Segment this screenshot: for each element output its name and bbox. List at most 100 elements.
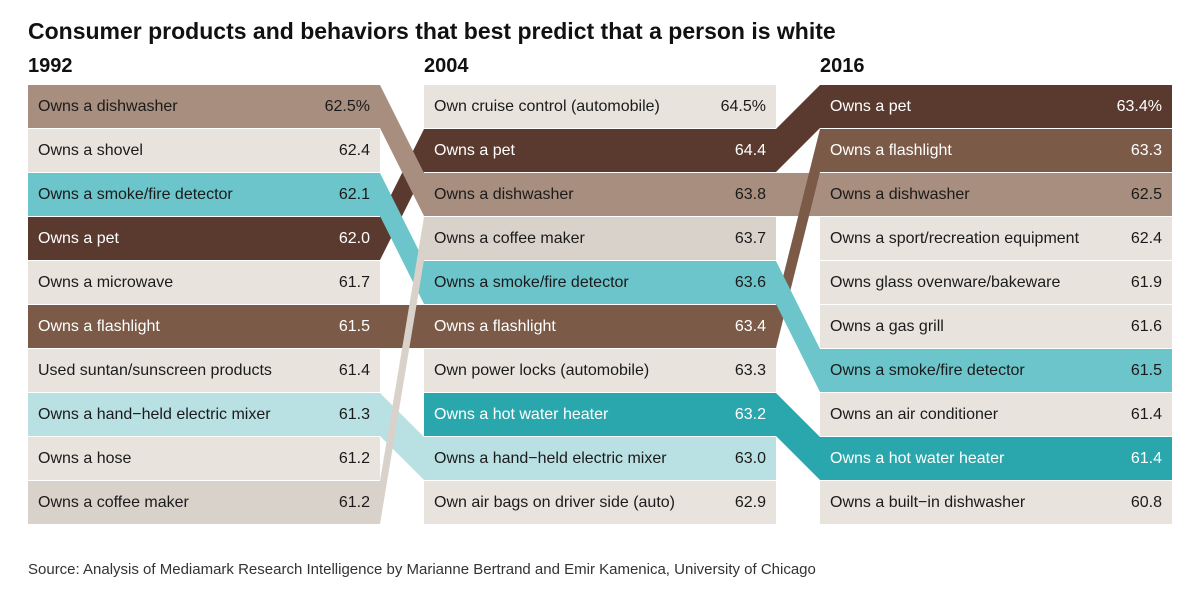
- row-value: 61.3: [331, 406, 370, 424]
- rank-row: Owns a smoke/fire detector61.5: [820, 349, 1172, 393]
- row-label: Owns a sport/recreation equipment: [830, 230, 1123, 248]
- row-value: 64.4: [727, 142, 766, 160]
- rank-row: Owns a smoke/fire detector62.1: [28, 173, 380, 217]
- source-note: Source: Analysis of Mediamark Research I…: [28, 561, 816, 578]
- row-label: Own cruise control (automobile): [434, 98, 713, 116]
- row-label: Owns a hot water heater: [434, 406, 727, 424]
- column-1992: 1992Owns a dishwasher62.5%Owns a shovel6…: [28, 55, 380, 525]
- rank-row: Own air bags on driver side (auto)62.9: [424, 481, 776, 525]
- row-value: 62.0: [331, 230, 370, 248]
- column-2004: 2004 Own cruise control (automobile)64.5%…: [424, 55, 776, 525]
- year-header: 2004: [424, 55, 776, 81]
- row-value: 62.9: [727, 494, 766, 512]
- rank-row: Owns a flashlight63.3: [820, 129, 1172, 173]
- columns-container: 1992Owns a dishwasher62.5%Owns a shovel6…: [28, 55, 1172, 525]
- row-label: Owns a flashlight: [830, 142, 1123, 160]
- rank-row: Own cruise control (automobile)64.5%: [424, 85, 776, 129]
- row-label: Owns a dishwasher: [434, 186, 727, 204]
- rank-row: Owns a hose61.2: [28, 437, 380, 481]
- row-label: Owns a smoke/fire detector: [38, 186, 331, 204]
- row-value: 63.6: [727, 274, 766, 292]
- row-label: Owns a smoke/fire detector: [830, 362, 1123, 380]
- connector-smoke: [776, 261, 820, 392]
- row-label: Owns a hand−held electric mixer: [38, 406, 331, 424]
- rank-row: Owns a dishwasher62.5: [820, 173, 1172, 217]
- row-value: 61.4: [1123, 406, 1162, 424]
- row-value: 63.3: [727, 362, 766, 380]
- row-value: 61.5: [331, 318, 370, 336]
- row-label: Owns a smoke/fire detector: [434, 274, 727, 292]
- connector-heater: [776, 393, 820, 480]
- connector-flashlight: [380, 305, 424, 348]
- row-value: 61.7: [331, 274, 370, 292]
- row-label: Owns a flashlight: [38, 318, 331, 336]
- chart-title: Consumer products and behaviors that bes…: [28, 18, 1172, 45]
- year-header: 1992: [28, 55, 380, 81]
- row-label: Owns a coffee maker: [434, 230, 727, 248]
- rank-row: Owns a hand−held electric mixer61.3: [28, 393, 380, 437]
- connector-flashlight: [776, 129, 820, 348]
- rank-row: Owns a pet64.4: [424, 129, 776, 173]
- row-value: 61.6: [1123, 318, 1162, 336]
- rank-row: Owns a smoke/fire detector63.6: [424, 261, 776, 305]
- row-label: Owns a built−in dishwasher: [830, 494, 1123, 512]
- row-label: Owns a coffee maker: [38, 494, 331, 512]
- connector-dishwasher: [776, 173, 820, 216]
- row-label: Owns a dishwasher: [830, 186, 1123, 204]
- row-value: 63.4%: [1109, 98, 1162, 116]
- row-value: 63.0: [727, 450, 766, 468]
- row-label: Owns a pet: [830, 98, 1109, 116]
- row-value: 63.8: [727, 186, 766, 204]
- row-value: 62.5: [1123, 186, 1162, 204]
- rank-row: Owns a flashlight63.4: [424, 305, 776, 349]
- connector-mixer: [380, 393, 424, 480]
- row-label: Owns a dishwasher: [38, 98, 317, 116]
- row-value: 62.1: [331, 186, 370, 204]
- year-header: 2016: [820, 55, 1172, 81]
- row-value: 61.4: [1123, 450, 1162, 468]
- rank-row: Owns an air conditioner61.4: [820, 393, 1172, 437]
- rank-row: Owns a coffee maker61.2: [28, 481, 380, 525]
- rank-row: Owns a coffee maker63.7: [424, 217, 776, 261]
- row-label: Owns a shovel: [38, 142, 331, 160]
- row-label: Owns a hand−held electric mixer: [434, 450, 727, 468]
- row-label: Owns a hot water heater: [830, 450, 1123, 468]
- row-value: 63.4: [727, 318, 766, 336]
- row-label: Owns a hose: [38, 450, 331, 468]
- row-label: Owns an air conditioner: [830, 406, 1123, 424]
- rank-row: Owns glass ovenware/bakeware61.9: [820, 261, 1172, 305]
- rank-row: Owns a pet63.4%: [820, 85, 1172, 129]
- connector-pet: [380, 129, 424, 260]
- connector-dishwasher: [380, 85, 424, 216]
- row-label: Owns a pet: [434, 142, 727, 160]
- row-label: Own air bags on driver side (auto): [434, 494, 727, 512]
- row-value: 64.5%: [713, 98, 766, 116]
- rank-row: Owns a shovel62.4: [28, 129, 380, 173]
- row-value: 61.2: [331, 494, 370, 512]
- rank-row: Owns a built−in dishwasher60.8: [820, 481, 1172, 525]
- row-value: 62.5%: [317, 98, 370, 116]
- row-label: Owns a pet: [38, 230, 331, 248]
- rank-row: Owns a hand−held electric mixer63.0: [424, 437, 776, 481]
- row-value: 63.2: [727, 406, 766, 424]
- row-label: Own power locks (automobile): [434, 362, 727, 380]
- rank-row: Owns a hot water heater63.2: [424, 393, 776, 437]
- row-value: 61.2: [331, 450, 370, 468]
- column-2016: 2016Owns a pet63.4%Owns a flashlight63.3…: [820, 55, 1172, 525]
- rank-row: Owns a pet62.0: [28, 217, 380, 261]
- connector-coffee: [380, 217, 424, 524]
- rank-row: Owns a flashlight61.5: [28, 305, 380, 349]
- row-value: 60.8: [1123, 494, 1162, 512]
- row-label: Used suntan/sunscreen products: [38, 362, 331, 380]
- row-value: 63.3: [1123, 142, 1162, 160]
- row-value: 61.9: [1123, 274, 1162, 292]
- rank-row: Used suntan/sunscreen products61.4: [28, 349, 380, 393]
- row-value: 63.7: [727, 230, 766, 248]
- row-label: Owns a microwave: [38, 274, 331, 292]
- rank-row: Own power locks (automobile)63.3: [424, 349, 776, 393]
- row-label: Owns glass ovenware/bakeware: [830, 274, 1123, 292]
- connector-pet: [776, 85, 820, 172]
- row-value: 62.4: [1123, 230, 1162, 248]
- rank-row: Owns a sport/recreation equipment62.4: [820, 217, 1172, 261]
- rank-row: Owns a hot water heater61.4: [820, 437, 1172, 481]
